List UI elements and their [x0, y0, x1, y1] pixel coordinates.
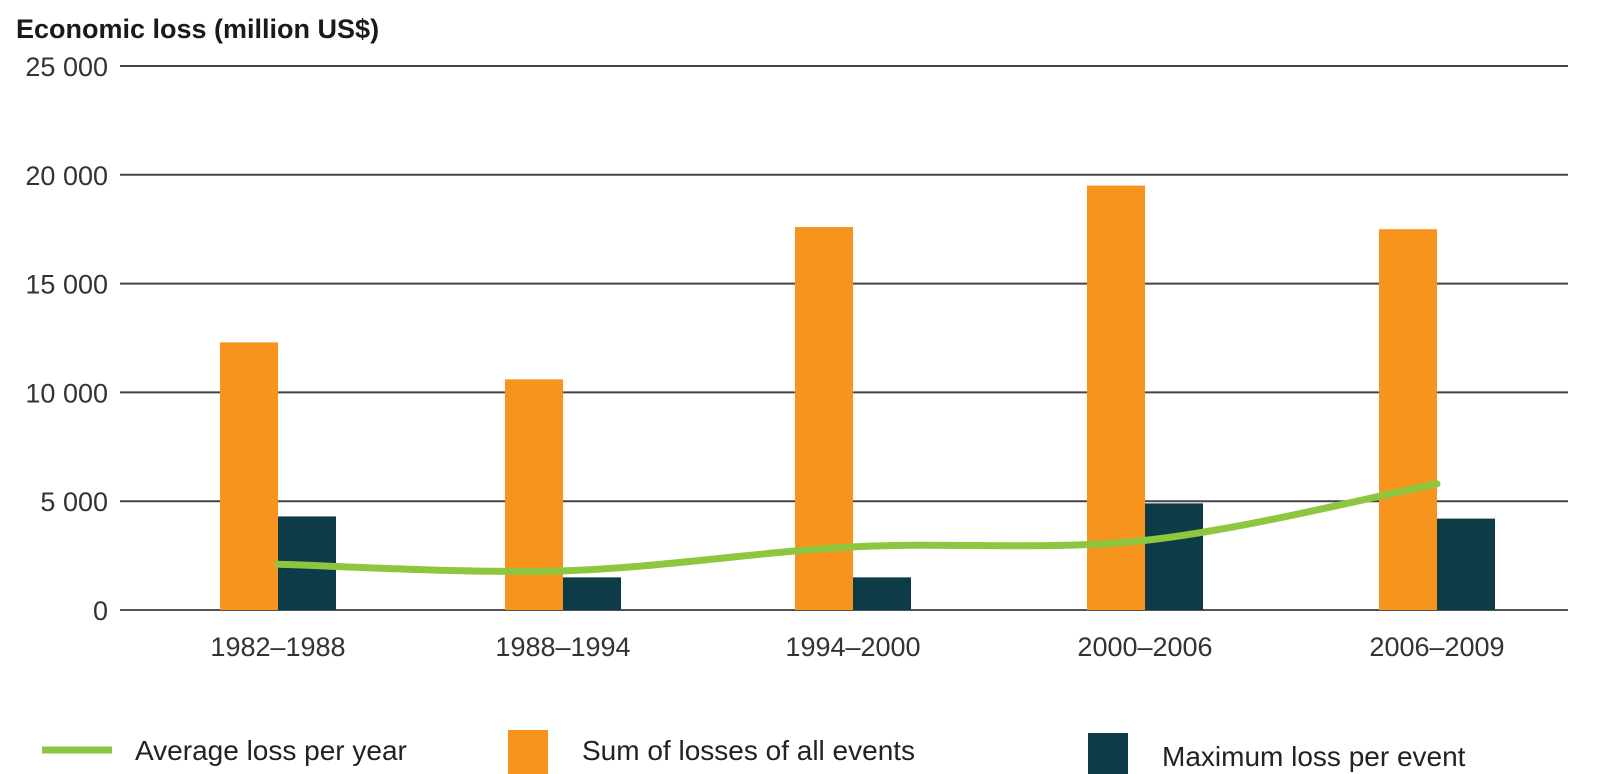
- y-axis-ticks: 0 5 000 10 000 15 000 20 000 25 000: [25, 52, 108, 626]
- x-tick-label: 2006–2009: [1369, 632, 1504, 662]
- legend-swatch-sum: [508, 730, 548, 774]
- y-tick-label: 10 000: [25, 378, 108, 408]
- x-axis-ticks: 1982–1988 1988–1994 1994–2000 2000–2006 2006…: [210, 632, 1504, 662]
- y-tick-label: 25 000: [25, 52, 108, 82]
- x-tick-label: 1988–1994: [495, 632, 630, 662]
- legend-label-sum: Sum of losses of all events: [582, 735, 915, 766]
- y-tick-label: 20 000: [25, 161, 108, 191]
- average-loss-line: [274, 480, 1441, 575]
- y-tick-label: 0: [93, 596, 108, 626]
- x-tick-label: 1994–2000: [785, 632, 920, 662]
- legend: Average loss per year Sum of losses of a…: [42, 730, 1466, 774]
- bar-maximum-loss: [563, 577, 621, 610]
- y-tick-label: 5 000: [40, 487, 108, 517]
- bar-maximum-loss: [853, 577, 911, 610]
- y-tick-label: 15 000: [25, 270, 108, 300]
- legend-item-maximum: Maximum loss per event: [1088, 733, 1466, 774]
- bar-sum-of-losses: [505, 379, 563, 610]
- legend-item-average: Average loss per year: [42, 735, 407, 766]
- x-tick-label: 1982–1988: [210, 632, 345, 662]
- bar-maximum-loss: [1437, 518, 1495, 610]
- legend-item-sum: Sum of losses of all events: [508, 730, 915, 774]
- bar-sum-of-losses: [220, 342, 278, 610]
- bar-maximum-loss: [1145, 503, 1203, 610]
- average-line-group: [274, 480, 1441, 575]
- x-tick-label: 2000–2006: [1077, 632, 1212, 662]
- legend-swatch-maximum: [1088, 733, 1128, 774]
- legend-label-maximum: Maximum loss per event: [1162, 741, 1466, 772]
- y-axis-title: Economic loss (million US$): [16, 14, 379, 44]
- legend-label-average: Average loss per year: [135, 735, 407, 766]
- bar-sum-of-losses: [1379, 229, 1437, 610]
